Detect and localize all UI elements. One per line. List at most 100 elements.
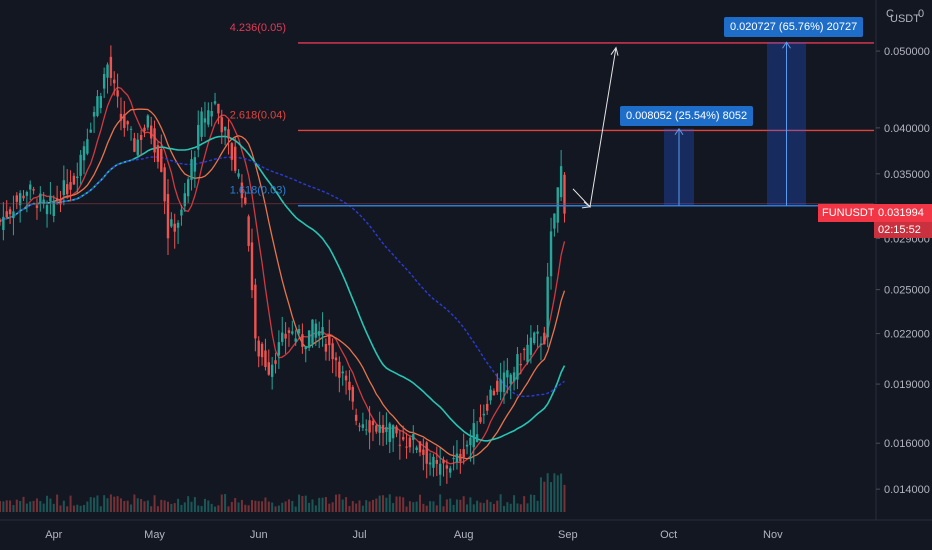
candle-body	[59, 200, 62, 205]
volume-bar	[351, 501, 354, 512]
x-tick-label: Jul	[352, 529, 366, 541]
volume-bar	[382, 495, 385, 512]
volume-bar	[371, 499, 374, 512]
volume-bar	[116, 496, 119, 512]
candle-body	[22, 195, 25, 199]
candle-body	[143, 127, 146, 132]
candle-body	[304, 346, 307, 350]
candle-body	[12, 211, 15, 219]
volume-bar	[83, 504, 85, 512]
candle-body	[438, 463, 442, 475]
candle-body	[133, 138, 136, 152]
volume-bar	[496, 500, 499, 512]
candle-body	[25, 191, 29, 196]
candle-body	[129, 128, 133, 130]
volume-bar	[210, 503, 213, 512]
volume-bar	[96, 495, 99, 512]
candle-body	[0, 219, 2, 222]
volume-bar	[251, 500, 253, 512]
candle-body	[86, 139, 89, 154]
candle-body	[66, 184, 69, 195]
volume-bar	[153, 495, 156, 512]
candle-body	[526, 344, 529, 363]
volume-bar	[516, 503, 519, 512]
candle-body	[284, 333, 287, 339]
candle-body	[254, 284, 257, 339]
volume-bar	[12, 505, 15, 512]
candle-body	[35, 205, 39, 208]
candle-body	[160, 148, 163, 172]
volume-bar	[519, 504, 522, 512]
candle-body	[82, 146, 86, 161]
volume-bar	[52, 503, 55, 512]
candle-body	[509, 374, 512, 384]
candle-body	[267, 362, 270, 375]
x-tick-label: May	[144, 529, 165, 541]
volume-bar	[298, 494, 301, 512]
candle-body	[311, 319, 314, 344]
candle-body	[455, 453, 459, 463]
volume-bar	[553, 473, 556, 512]
volume-bar	[509, 503, 512, 512]
volume-bar	[442, 506, 445, 512]
volume-bar	[284, 501, 287, 512]
volume-bar	[338, 494, 341, 512]
volume-bar	[348, 506, 351, 512]
candle-body	[126, 121, 129, 125]
candle-body	[247, 216, 250, 246]
candle-body	[341, 371, 344, 374]
x-tick-label: Apr	[45, 529, 62, 541]
volume-bar	[324, 497, 327, 512]
candle-body	[371, 420, 375, 426]
volume-bar	[449, 498, 452, 512]
volume-bar	[143, 501, 146, 512]
volume-bar	[190, 501, 193, 512]
candle-body	[39, 193, 42, 203]
volume-bar	[277, 505, 280, 512]
volume-bar	[294, 506, 297, 512]
volume-bar	[150, 506, 153, 512]
volume-bar	[331, 502, 334, 512]
volume-bar	[529, 494, 532, 512]
volume-bar	[187, 496, 190, 512]
volume-bar	[281, 502, 284, 512]
candle-body	[297, 328, 301, 334]
candle-body	[489, 389, 492, 401]
projection-arrowhead-small	[581, 201, 592, 209]
volume-bar	[435, 505, 438, 512]
volume-bar	[163, 500, 166, 512]
candle-body	[136, 139, 139, 156]
volume-bar	[563, 484, 566, 512]
candle-body	[365, 429, 368, 431]
candle-body	[55, 198, 59, 201]
candle-body	[237, 173, 240, 177]
candle-body	[173, 223, 176, 232]
volume-bar	[9, 500, 12, 512]
measurement-label-2[interactable]: 0.020727 (65.76%) 20727	[724, 17, 864, 37]
candle-body	[428, 462, 432, 465]
candle-body	[432, 456, 435, 468]
volume-bar	[35, 498, 38, 512]
candle-body	[291, 331, 294, 334]
y-tick-label: 0.040000	[884, 123, 930, 135]
volume-bar	[533, 494, 536, 512]
candle-body	[445, 465, 449, 469]
volume-bar	[345, 497, 348, 512]
volume-bar	[62, 500, 65, 512]
volume-bar	[472, 504, 475, 512]
candle-body	[230, 143, 234, 160]
candle-body	[257, 340, 260, 357]
candle-body	[378, 424, 381, 433]
candle-body	[549, 231, 553, 277]
candle-body	[166, 194, 170, 239]
volume-bar	[0, 501, 1, 512]
candle-body	[223, 126, 227, 131]
measurement-label-1[interactable]: 0.008052 (25.54%) 8052	[620, 106, 754, 126]
candle-body	[391, 425, 395, 439]
volume-bar	[459, 499, 462, 512]
candle-body	[89, 129, 92, 133]
candle-body	[119, 113, 123, 121]
candle-body	[331, 343, 334, 360]
